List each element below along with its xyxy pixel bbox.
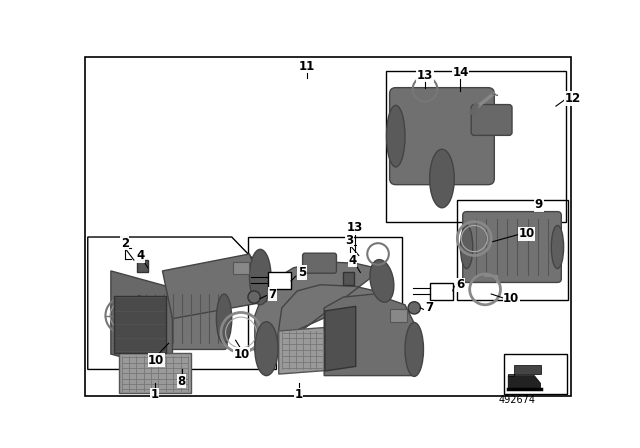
Ellipse shape: [370, 259, 394, 302]
FancyBboxPatch shape: [136, 288, 227, 349]
Text: 12: 12: [564, 92, 581, 105]
FancyBboxPatch shape: [303, 253, 337, 273]
Text: 10: 10: [518, 228, 535, 241]
Ellipse shape: [250, 250, 271, 305]
FancyBboxPatch shape: [463, 211, 561, 282]
Polygon shape: [163, 254, 266, 319]
FancyBboxPatch shape: [471, 104, 512, 135]
Bar: [390, 310, 406, 322]
Text: 4: 4: [136, 249, 144, 262]
Text: 5: 5: [298, 266, 306, 279]
Bar: [429, 283, 452, 300]
Text: 3: 3: [346, 233, 354, 246]
Polygon shape: [508, 365, 541, 375]
Ellipse shape: [460, 225, 473, 269]
Ellipse shape: [216, 294, 232, 343]
Text: 13: 13: [417, 69, 433, 82]
Polygon shape: [255, 262, 382, 349]
Text: 1: 1: [150, 388, 159, 401]
Text: 9: 9: [535, 198, 543, 211]
Text: 14: 14: [452, 66, 468, 79]
Text: 13: 13: [347, 221, 363, 234]
Circle shape: [248, 291, 260, 303]
Bar: [232, 262, 250, 274]
Text: 7: 7: [269, 288, 276, 301]
Polygon shape: [508, 375, 541, 389]
Text: 492674: 492674: [498, 395, 535, 405]
Ellipse shape: [133, 296, 145, 342]
Polygon shape: [324, 294, 414, 375]
Bar: [386, 71, 566, 222]
Polygon shape: [279, 326, 340, 374]
FancyBboxPatch shape: [390, 88, 494, 185]
Circle shape: [408, 302, 420, 314]
Bar: [344, 272, 354, 285]
Ellipse shape: [387, 105, 405, 167]
Bar: [248, 237, 402, 349]
Text: 2: 2: [121, 237, 129, 250]
Text: 4: 4: [349, 254, 356, 267]
Text: 1: 1: [294, 388, 303, 401]
Ellipse shape: [405, 323, 424, 376]
Bar: [268, 272, 291, 289]
Polygon shape: [325, 306, 356, 371]
Bar: [458, 200, 568, 300]
Ellipse shape: [551, 225, 564, 269]
Bar: [504, 354, 566, 394]
Text: 10: 10: [503, 292, 520, 305]
Text: 10: 10: [234, 348, 250, 361]
Text: 11: 11: [299, 60, 316, 73]
Ellipse shape: [429, 149, 454, 208]
Polygon shape: [118, 353, 191, 392]
Bar: [137, 260, 148, 272]
Text: 8: 8: [177, 375, 186, 388]
Text: 6: 6: [456, 278, 465, 291]
Polygon shape: [111, 271, 172, 371]
Bar: [114, 296, 166, 353]
Text: 7: 7: [426, 302, 434, 314]
Ellipse shape: [255, 322, 278, 375]
Text: 10: 10: [148, 354, 164, 367]
